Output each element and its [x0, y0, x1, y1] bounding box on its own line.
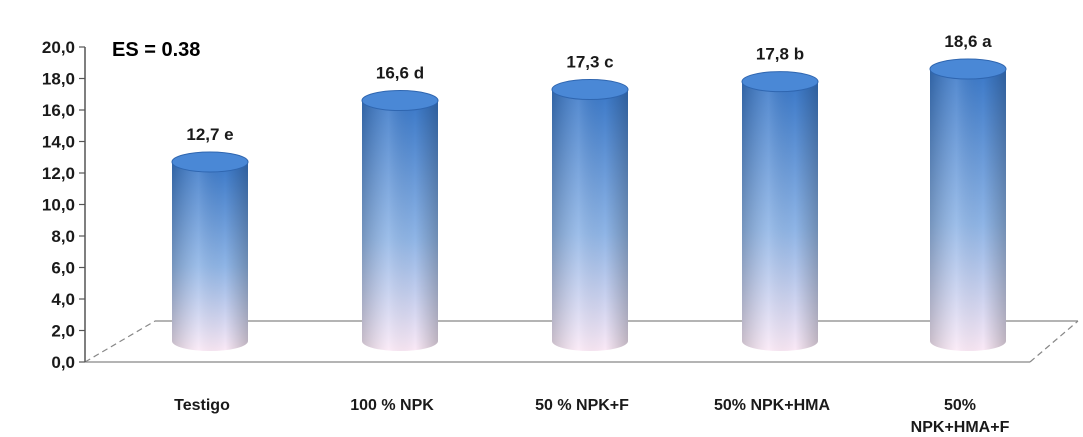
- y-tick-label: 0,0: [51, 353, 75, 372]
- category-label: 50 % NPK+F: [535, 397, 629, 414]
- floor-right-edge: [1029, 320, 1079, 363]
- data-label: 16,6 d: [376, 64, 424, 83]
- bar: [741, 71, 819, 352]
- category-label: 100 % NPK: [350, 397, 434, 414]
- data-label: 17,8 b: [756, 45, 804, 64]
- y-tick-label: 2,0: [51, 322, 75, 341]
- bar-shading: [742, 81, 818, 352]
- category-label: Testigo: [174, 397, 230, 414]
- y-tick-label: 12,0: [42, 164, 75, 183]
- y-tick-label: 18,0: [42, 70, 75, 89]
- bars-group: [171, 58, 1007, 352]
- y-tick-label: 4,0: [51, 290, 75, 309]
- y-axis: 0,0 2,0 4,0 6,0 8,0 10,0 12,0 14,0 16,0 18,0 20,0: [42, 38, 86, 372]
- category-label: NPK+HMA+F: [911, 419, 1010, 436]
- y-tick-label: 10,0: [42, 196, 75, 215]
- bar: [361, 90, 439, 351]
- bar-top-cap: [741, 71, 819, 93]
- bar-top-cap: [551, 79, 629, 101]
- es-annotation: ES = 0.38: [112, 39, 200, 61]
- data-label: 17,3 c: [566, 53, 613, 72]
- bar: [171, 151, 249, 351]
- bar: [551, 79, 629, 352]
- y-tick-label: 14,0: [42, 133, 75, 152]
- bar-shading: [362, 100, 438, 351]
- bar-top-cap: [929, 58, 1007, 80]
- bar: [929, 58, 1007, 352]
- labels-group: 12,7 e Testigo 16,6 d 100 % NPK 17,3 c 50 % N…: [174, 32, 1009, 436]
- floor-left-edge: [84, 320, 156, 363]
- category-label: 50% NPK+HMA: [714, 397, 830, 414]
- bar-top-cap: [361, 90, 439, 112]
- data-label: 12,7 e: [186, 125, 233, 144]
- y-tick-label: 20,0: [42, 38, 75, 57]
- y-tick-label: 16,0: [42, 101, 75, 120]
- y-tick-label: 8,0: [51, 227, 75, 246]
- category-label: 50%: [944, 397, 976, 414]
- bar-shading: [172, 161, 248, 351]
- bar-shading: [930, 69, 1006, 352]
- bar-shading: [552, 89, 628, 352]
- bar-top-cap: [171, 151, 249, 173]
- y-tick-label: 6,0: [51, 259, 75, 278]
- data-label: 18,6 a: [944, 32, 992, 51]
